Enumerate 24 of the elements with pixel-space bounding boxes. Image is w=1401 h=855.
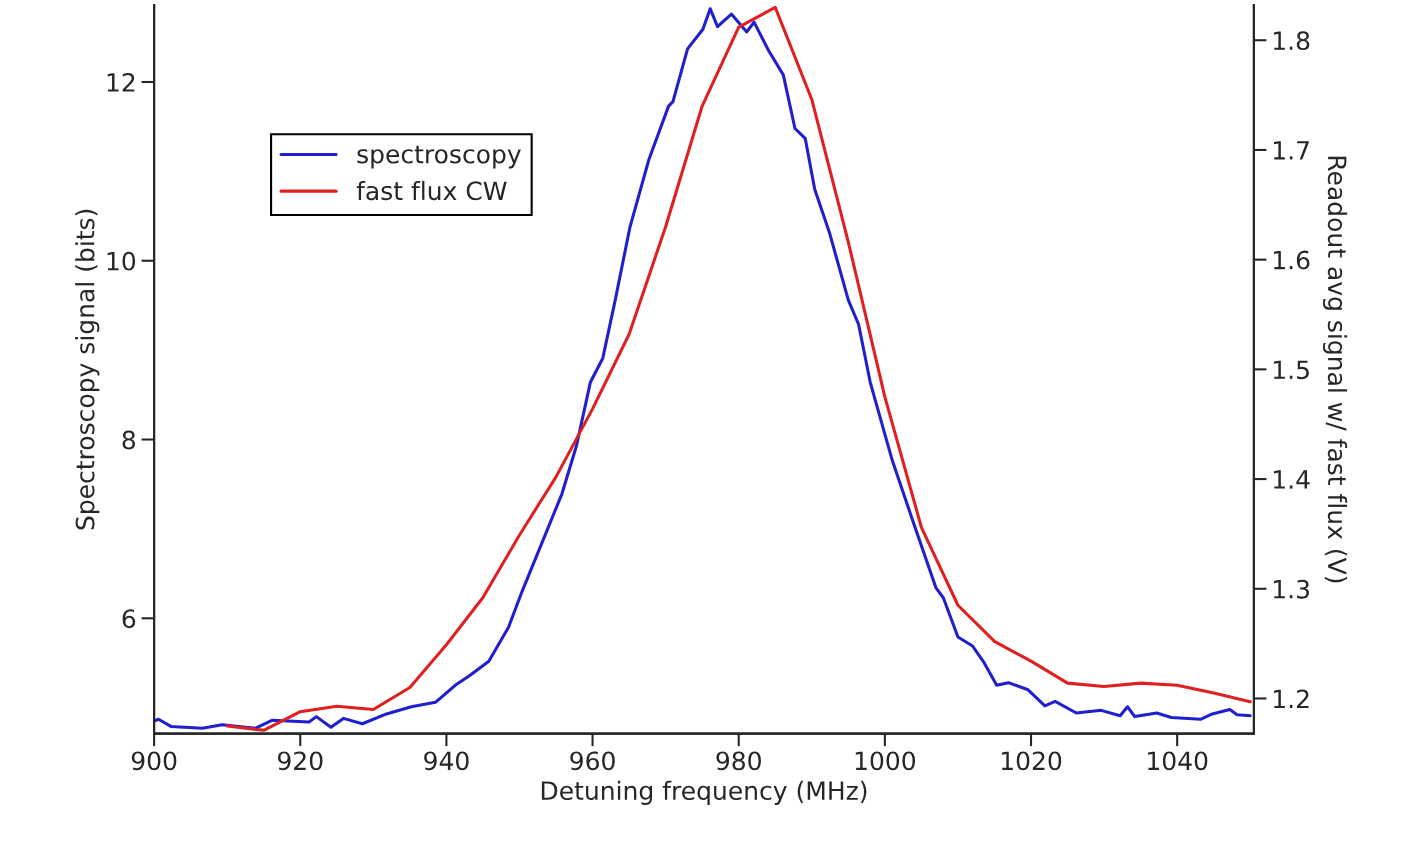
y2-tick-label: 1.3	[1274, 579, 1310, 599]
y-axis-title: Spectroscopy signal (bits)	[75, 209, 100, 530]
y2-tick-label: 1.2	[1274, 689, 1309, 708]
y2-tick-label: 1.8	[1274, 31, 1310, 51]
x-tick-label: 1000	[855, 751, 916, 771]
y-tick-label: 10	[107, 251, 136, 271]
y2-axis-title: Readout avg signal w/ fast flux (V)	[1322, 156, 1348, 583]
legend-label: spectroscopy	[357, 145, 521, 169]
y2-tick-label: 1.6	[1274, 250, 1310, 270]
y-tick-label: 8	[122, 430, 136, 450]
y2-tick-label: 1.4	[1274, 470, 1310, 489]
x-tick-label: 920	[277, 751, 323, 771]
legend-label: fast flux CW	[356, 180, 507, 201]
x-axis-title: Detuning frequency (MHz)	[541, 780, 867, 805]
x-tick-label: 900	[131, 751, 177, 771]
y-tick-label: 6	[122, 609, 136, 629]
y-tick-label: 12	[107, 72, 135, 92]
x-tick-label: 1040	[1148, 751, 1208, 771]
x-tick-label: 980	[716, 751, 761, 771]
x-tick-label: 1020	[1001, 751, 1062, 771]
x-tick-label: 940	[424, 751, 469, 771]
x-tick-label: 960	[570, 751, 615, 771]
y2-tick-label: 1.7	[1274, 141, 1309, 160]
y2-tick-label: 1.5	[1274, 360, 1309, 380]
